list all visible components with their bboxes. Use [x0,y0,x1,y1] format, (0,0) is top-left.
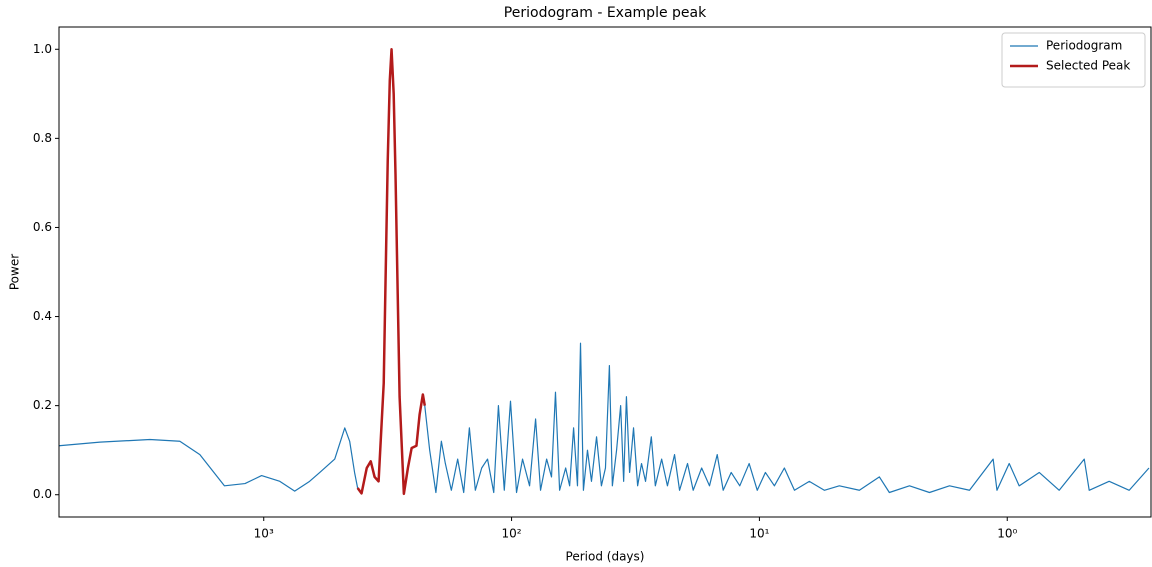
series-line [58,48,1150,495]
x-tick-label: 10³ [254,527,274,541]
legend-label: Periodogram [1046,39,1122,53]
x-tick-label: 10⁰ [997,527,1017,541]
y-tick-label: 0.4 [33,309,52,323]
x-axis-label: Period (days) [566,550,645,564]
y-tick-label: 0.0 [33,487,52,501]
y-tick-label: 0.2 [33,398,52,412]
y-tick-label: 0.8 [33,131,52,145]
series-line [356,48,426,496]
plot-frame [58,26,1152,518]
chart-title: Periodogram - Example peak [504,5,707,21]
y-tick-label: 0.6 [33,220,52,234]
y-axis-label: Power [8,254,22,290]
x-tick-label: 10¹ [749,527,769,541]
x-tick-label: 10² [502,527,522,541]
legend-label: Selected Peak [1046,59,1130,73]
y-tick-label: 1.0 [33,42,52,56]
